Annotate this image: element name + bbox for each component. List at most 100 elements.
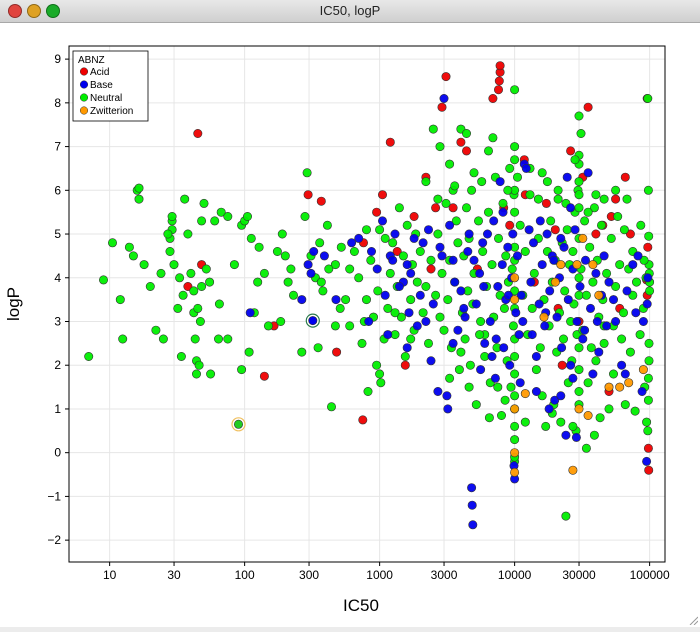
data-point-base <box>549 255 559 265</box>
data-point-neutral <box>507 264 517 274</box>
data-point-acid <box>456 137 466 147</box>
data-point-base <box>491 334 501 344</box>
data-point-neutral <box>441 198 451 208</box>
data-point-neutral <box>263 321 273 331</box>
data-point-acid <box>426 264 436 274</box>
data-point-neutral <box>500 395 510 405</box>
data-point-base <box>557 343 567 353</box>
data-point-neutral <box>583 378 593 388</box>
x-tick-label: 1000 <box>366 568 393 582</box>
data-point-neutral <box>199 198 209 208</box>
data-point-base <box>559 242 569 252</box>
data-point-zwitterion <box>578 233 588 243</box>
data-point-neutral <box>589 203 599 213</box>
data-point-neutral <box>643 395 653 405</box>
y-axis-ticks: −2 −1 0 1 2 3 4 5 6 7 8 9 <box>47 52 69 547</box>
data-point-acid <box>541 198 551 208</box>
data-point-base <box>631 308 641 318</box>
data-point-neutral <box>510 142 520 152</box>
data-point-neutral <box>527 303 537 313</box>
data-point-base <box>580 255 590 265</box>
data-point-neutral <box>525 190 535 200</box>
data-point-base <box>297 295 307 305</box>
data-point-neutral <box>237 365 247 375</box>
data-point-neutral <box>223 212 233 222</box>
data-point-base <box>394 281 404 291</box>
data-point-neutral <box>535 343 545 353</box>
data-point-neutral <box>385 268 395 278</box>
data-point-neutral <box>496 410 506 420</box>
data-point-neutral <box>286 264 296 274</box>
data-point-neutral <box>602 268 612 278</box>
data-point-neutral <box>277 229 287 239</box>
data-point-neutral <box>433 229 443 239</box>
data-point-base <box>383 330 393 340</box>
data-point-neutral <box>574 386 584 396</box>
data-point-base <box>453 325 463 335</box>
data-point-neutral <box>501 251 511 261</box>
data-point-neutral <box>183 229 193 239</box>
data-point-base <box>245 308 255 318</box>
data-point-neutral <box>644 338 654 348</box>
data-point-base <box>503 242 513 252</box>
data-point-acid <box>400 360 410 370</box>
data-point-neutral <box>604 404 614 414</box>
data-point-base <box>347 238 357 248</box>
data-point-neutral <box>620 400 630 410</box>
data-point-neutral <box>145 281 155 291</box>
data-point-neutral <box>439 325 449 335</box>
data-point-neutral <box>134 194 144 204</box>
data-point-acid <box>448 203 458 213</box>
minimize-window-button[interactable] <box>27 4 41 18</box>
data-point-base <box>505 360 515 370</box>
data-point-acid <box>441 72 451 82</box>
data-point-base <box>550 395 560 405</box>
data-point-base <box>588 369 598 379</box>
data-point-neutral <box>465 360 475 370</box>
data-point-neutral <box>460 334 470 344</box>
data-point-base <box>552 312 562 322</box>
data-point-neutral <box>406 334 416 344</box>
data-point-neutral <box>487 260 497 270</box>
scatter-chart[interactable]: 10 30 100 300 1000 3000 10000 30000 100000 −2 −1 0… <box>0 23 700 627</box>
data-point-neutral <box>580 216 590 226</box>
data-point-neutral <box>330 260 340 270</box>
data-point-neutral <box>445 373 455 383</box>
data-point-zwitterion <box>594 290 604 300</box>
data-point-base <box>556 391 566 401</box>
data-point-neutral <box>128 251 138 261</box>
data-point-base <box>303 260 313 270</box>
data-point-base <box>404 308 414 318</box>
data-point-base <box>471 299 481 309</box>
data-point-base <box>499 343 509 353</box>
title-bar[interactable]: IC50, logP <box>0 0 700 23</box>
data-point-neutral <box>388 238 398 248</box>
data-point-base <box>388 255 398 265</box>
y-tick-label: 3 <box>54 314 61 328</box>
data-point-base <box>331 295 341 305</box>
data-point-neutral <box>542 177 552 187</box>
data-point-base <box>524 225 534 235</box>
close-window-button[interactable] <box>8 4 22 18</box>
data-point-base <box>448 338 458 348</box>
data-point-base <box>535 216 545 226</box>
data-point-base <box>526 277 536 287</box>
data-point-neutral <box>642 417 652 427</box>
data-point-acid <box>461 146 471 156</box>
resize-grip-icon[interactable] <box>688 615 698 625</box>
data-point-neutral <box>345 321 355 331</box>
data-point-neutral <box>644 231 654 241</box>
data-point-acid <box>259 371 269 381</box>
legend-items: Acid Base Neutral Zwitterion <box>79 67 133 117</box>
data-point-neutral <box>562 225 572 235</box>
data-point-base <box>439 94 449 104</box>
data-point-base <box>467 483 477 493</box>
data-point-base <box>521 163 531 173</box>
zoom-window-button[interactable] <box>46 4 60 18</box>
data-point-base <box>617 360 627 370</box>
data-point-neutral <box>243 212 253 222</box>
data-point-neutral <box>173 303 183 313</box>
data-point-neutral <box>493 382 503 392</box>
data-point-neutral <box>643 94 653 104</box>
